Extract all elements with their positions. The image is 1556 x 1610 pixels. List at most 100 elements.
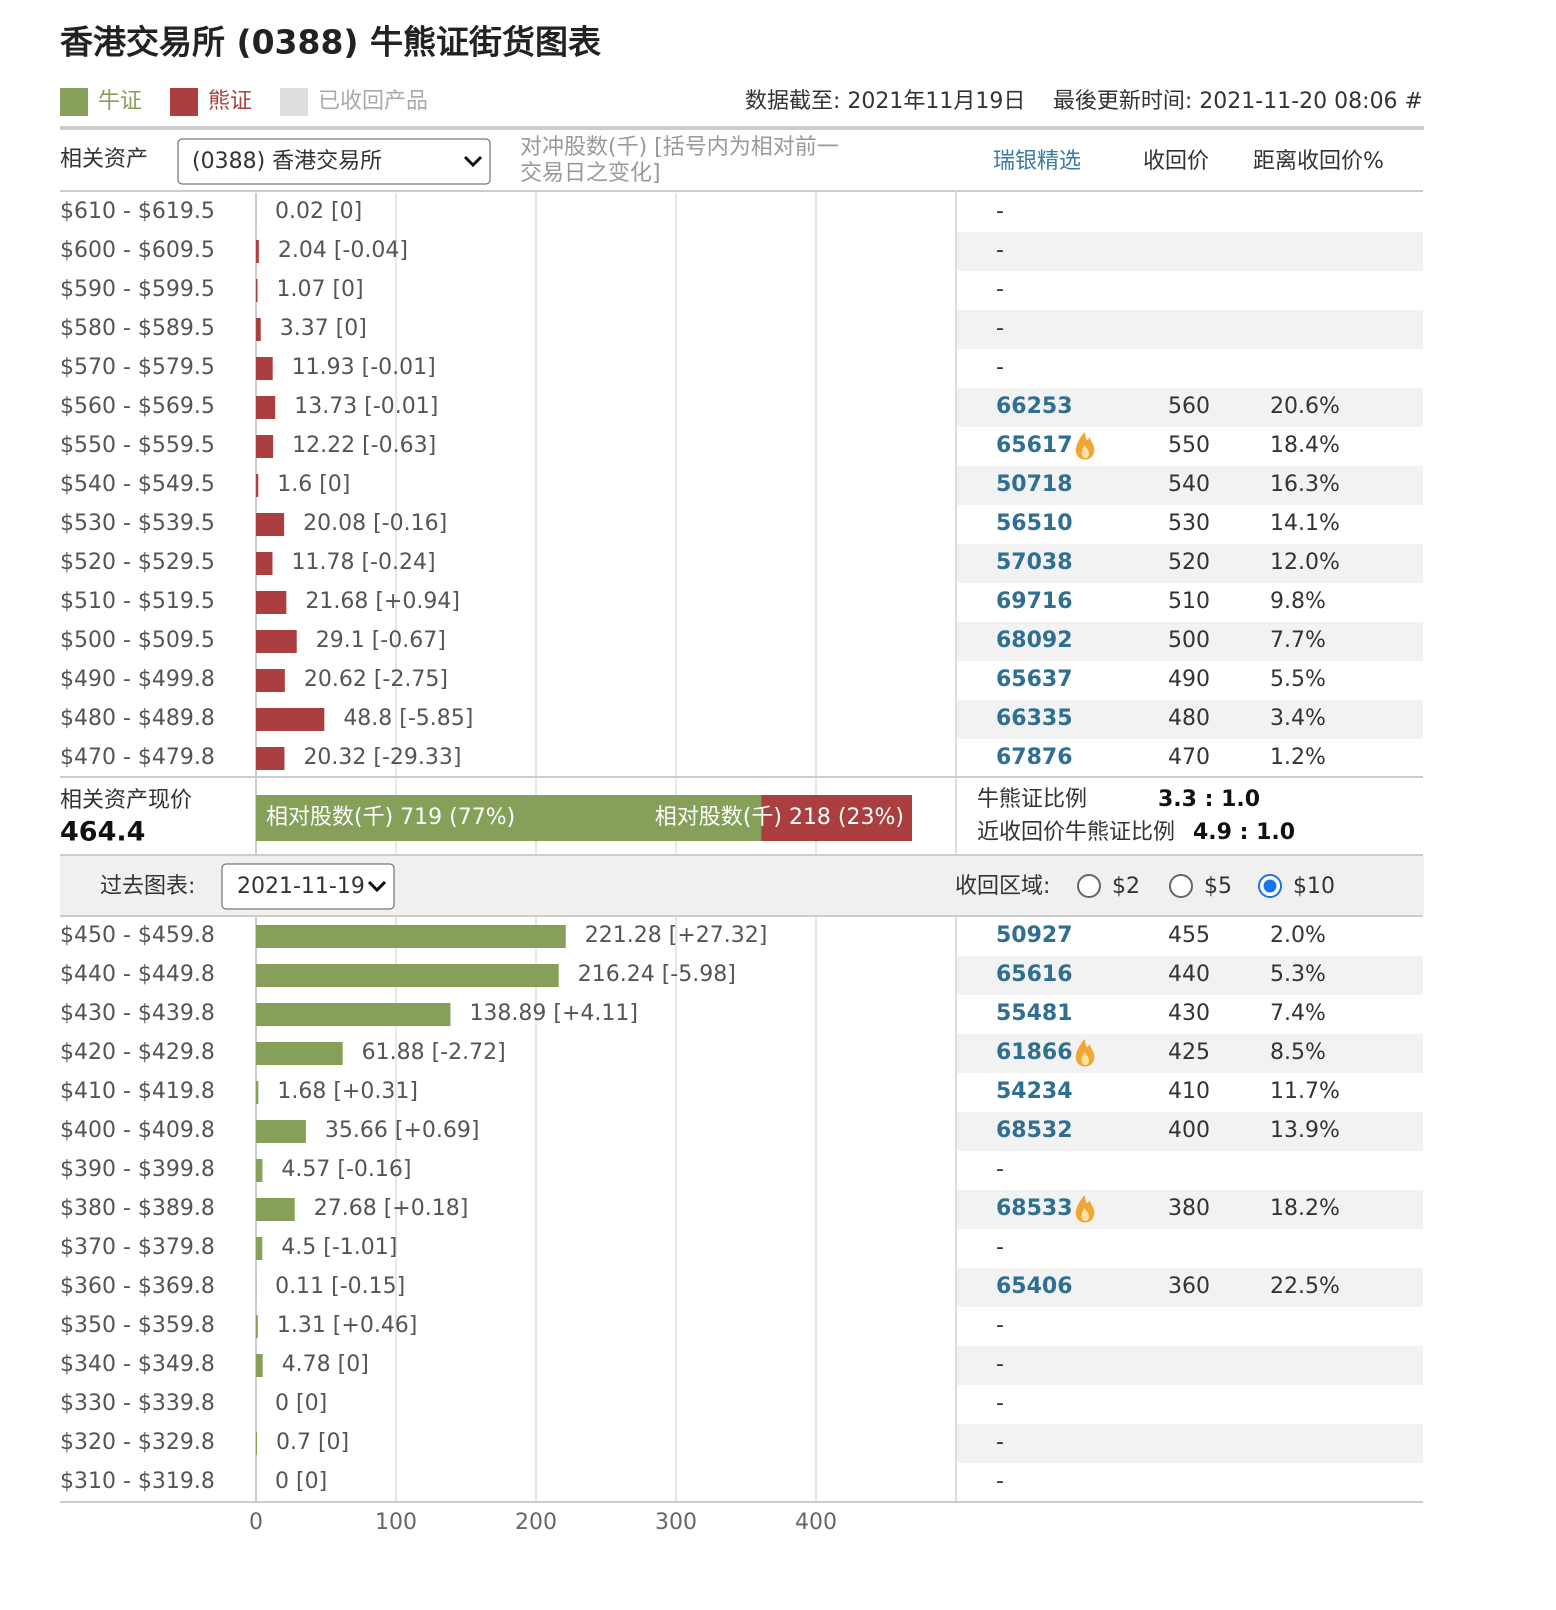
warrant-code: - xyxy=(996,1391,1004,1416)
legend-swatch xyxy=(280,88,308,116)
call-distance: 5.5% xyxy=(1270,667,1326,692)
value-label: 20.08 [-0.16] xyxy=(303,511,447,536)
call-distance: 16.3% xyxy=(1270,472,1340,497)
warrant-code[interactable]: 50927 xyxy=(996,923,1073,948)
warrant-code[interactable]: 66253 xyxy=(996,394,1073,419)
category-label: $330 - $339.8 xyxy=(60,1391,215,1416)
column-header[interactable]: 瑞银精选 xyxy=(993,149,1081,174)
ratio-label: 近收回价牛熊证比例 xyxy=(977,820,1175,845)
radio-label[interactable]: $5 xyxy=(1204,874,1232,899)
warrant-code: - xyxy=(996,1313,1004,1338)
radio-label[interactable]: $2 xyxy=(1112,874,1140,899)
select-value[interactable]: 2021-11-19 xyxy=(237,874,365,899)
call-price: 520 xyxy=(1168,550,1210,575)
warrant-code[interactable]: 50718 xyxy=(996,472,1073,497)
x-tick-label: 300 xyxy=(655,1510,697,1535)
asset-label: 相关资产 xyxy=(60,147,148,172)
radio-label[interactable]: $10 xyxy=(1293,874,1335,899)
category-label: $370 - $379.8 xyxy=(60,1235,215,1260)
category-label: $400 - $409.8 xyxy=(60,1118,215,1143)
bar xyxy=(256,1003,451,1026)
chevron xyxy=(367,880,387,893)
category-label: $420 - $429.8 xyxy=(60,1040,215,1065)
warrant-code: - xyxy=(996,1469,1004,1494)
asset-select[interactable]: (0388) 香港交易所 xyxy=(177,138,491,185)
warrant-code[interactable]: 65406 xyxy=(996,1274,1073,1299)
bar xyxy=(256,708,325,731)
row-stripe xyxy=(957,388,1423,427)
call-distance: 11.7% xyxy=(1270,1079,1340,1104)
call-price: 540 xyxy=(1168,472,1210,497)
warrant-code[interactable]: 65616 xyxy=(996,962,1073,987)
warrant-code[interactable]: 68532 xyxy=(996,1118,1073,1143)
row-stripe xyxy=(957,232,1423,271)
ratio-bear-label: 相对股数(千) 218 (23%) xyxy=(655,805,904,830)
value-label: 4.78 [0] xyxy=(282,1352,369,1377)
warrant-code[interactable]: 54234 xyxy=(996,1079,1073,1104)
bar xyxy=(256,591,287,614)
select-box[interactable] xyxy=(177,138,491,185)
warrant-code[interactable]: 69716 xyxy=(996,589,1073,614)
call-price: 425 xyxy=(1168,1040,1210,1065)
value-label: 20.62 [-2.75] xyxy=(304,667,448,692)
category-label: $350 - $359.8 xyxy=(60,1313,215,1338)
history-select[interactable]: 2021-11-19 xyxy=(221,863,395,910)
call-price: 510 xyxy=(1168,589,1210,614)
warrant-code[interactable]: 57038 xyxy=(996,550,1073,575)
bar xyxy=(256,1159,263,1182)
bar xyxy=(256,552,273,575)
x-tick-label: 400 xyxy=(795,1510,837,1535)
value-label: 3.37 [0] xyxy=(280,316,367,341)
bar xyxy=(256,1198,295,1221)
value-label: 0.7 [0] xyxy=(276,1430,349,1455)
call-price: 470 xyxy=(1168,745,1210,770)
radio[interactable] xyxy=(1169,874,1193,898)
hot-icon xyxy=(1081,445,1090,458)
select-box[interactable] xyxy=(221,863,395,910)
value-label: 13.73 [-0.01] xyxy=(294,394,438,419)
category-label: $530 - $539.5 xyxy=(60,511,215,536)
value-label: 48.8 [-5.85] xyxy=(343,706,473,731)
bar xyxy=(256,240,259,263)
warrant-code: - xyxy=(996,1430,1004,1455)
warrant-code[interactable]: 67876 xyxy=(996,745,1073,770)
x-tick-label: 100 xyxy=(375,1510,417,1535)
category-label: $510 - $519.5 xyxy=(60,589,215,614)
bar xyxy=(256,925,566,948)
warrant-code[interactable]: 65617 xyxy=(996,433,1073,458)
bar xyxy=(256,474,259,497)
row-stripe xyxy=(957,956,1423,995)
warrant-code: - xyxy=(996,238,1004,263)
call-price: 440 xyxy=(1168,962,1210,987)
warrant-code: - xyxy=(996,355,1004,380)
value-label: 2.04 [-0.04] xyxy=(278,238,408,263)
call-price: 550 xyxy=(1168,433,1210,458)
warrant-code[interactable]: 68533 xyxy=(996,1196,1073,1221)
bar xyxy=(256,1237,263,1260)
hot-icon xyxy=(1081,1208,1090,1221)
warrant-code[interactable]: 61866 xyxy=(996,1040,1073,1065)
warrant-code[interactable]: 66335 xyxy=(996,706,1073,731)
select-value[interactable]: (0388) 香港交易所 xyxy=(192,149,382,174)
title: 香港交易所 (0388) 牛熊证街货图表 xyxy=(60,23,601,62)
row-stripe xyxy=(957,1268,1423,1307)
category-label: $600 - $609.5 xyxy=(60,238,215,263)
value-label: 221.28 [+27.32] xyxy=(585,923,768,948)
bar xyxy=(256,1354,263,1377)
chevron xyxy=(463,155,483,168)
radio-dot[interactable] xyxy=(1263,879,1277,893)
call-price: 480 xyxy=(1168,706,1210,731)
value-label: 1.07 [0] xyxy=(276,277,363,302)
value-label: 21.68 [+0.94] xyxy=(305,589,460,614)
call-price: 455 xyxy=(1168,923,1210,948)
row-stripe xyxy=(957,310,1423,349)
radio[interactable] xyxy=(1077,874,1101,898)
warrant-code[interactable]: 65637 xyxy=(996,667,1073,692)
warrant-code[interactable]: 55481 xyxy=(996,1001,1073,1026)
row-stripe xyxy=(957,622,1423,661)
warrant-code[interactable]: 68092 xyxy=(996,628,1073,653)
category-label: $440 - $449.8 xyxy=(60,962,215,987)
value-label: 1.6 [0] xyxy=(277,472,350,497)
value-label: 0 [0] xyxy=(275,1391,327,1416)
warrant-code[interactable]: 56510 xyxy=(996,511,1073,536)
